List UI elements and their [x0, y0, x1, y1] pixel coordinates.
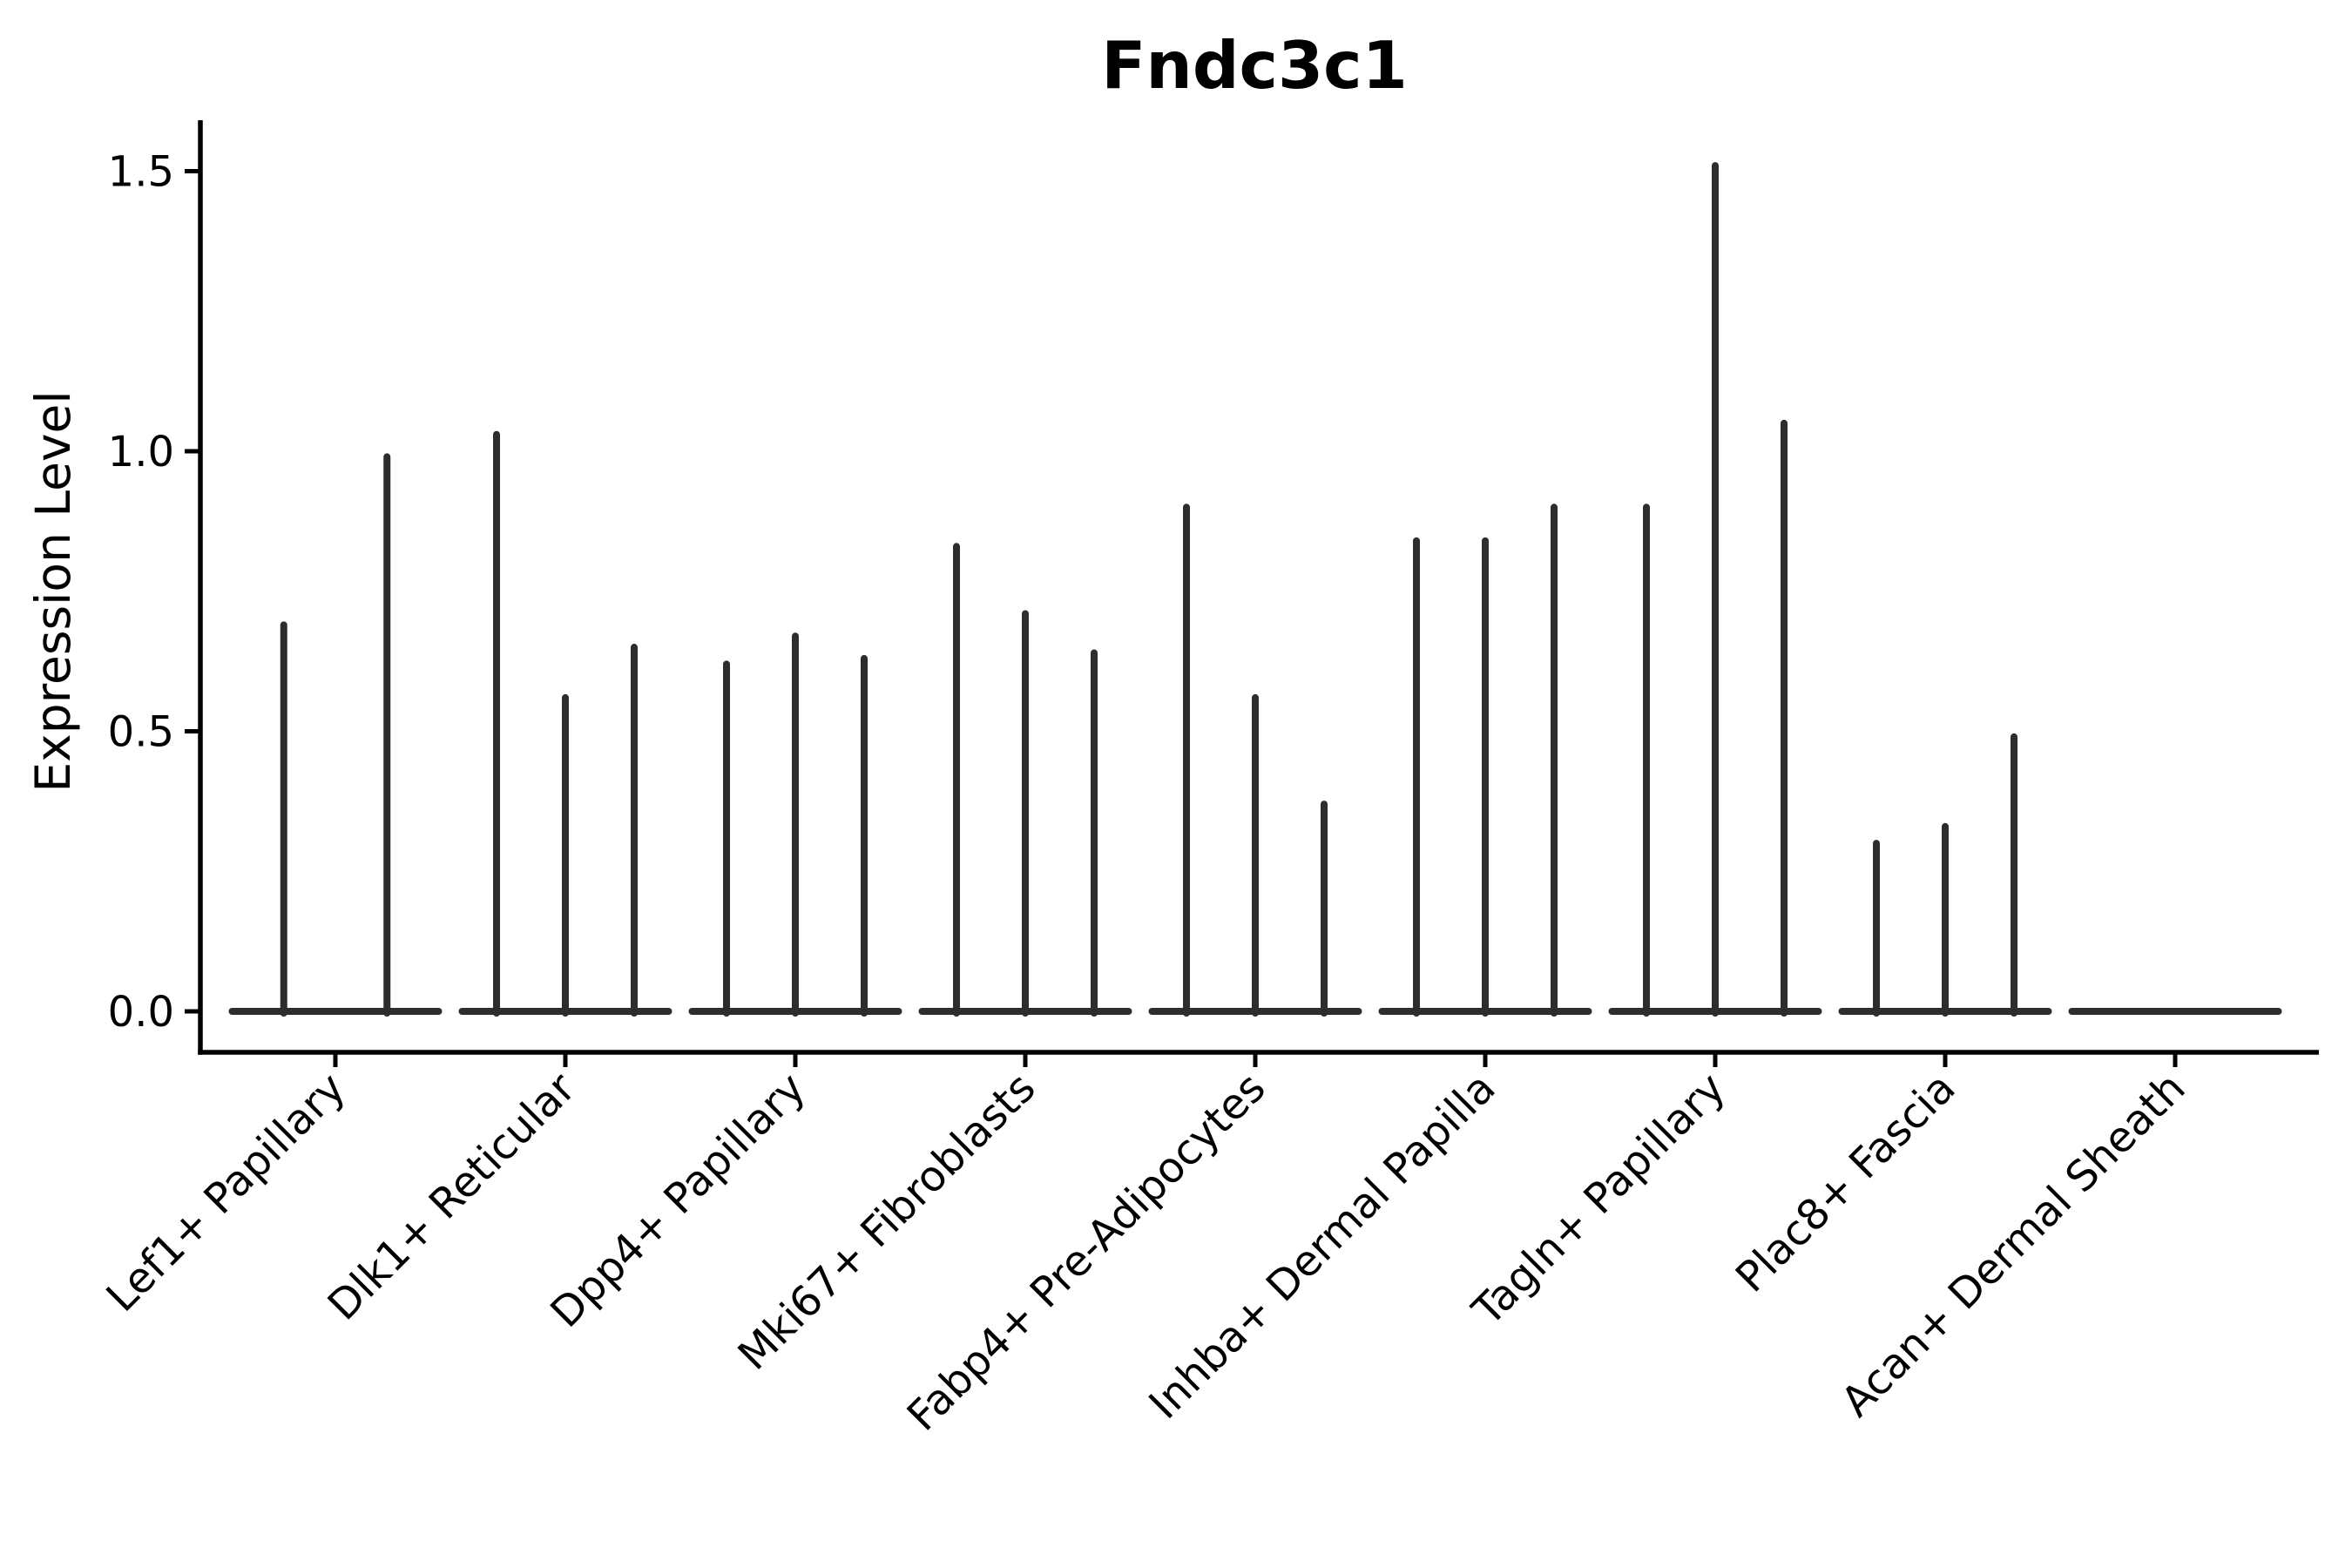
x-tick-label: Plac8+ Fascia [1727, 1064, 1965, 1302]
x-tick-label: Dpp4+ Papillary [541, 1064, 814, 1337]
x-tick-label: Dlk1+ Reticular [319, 1064, 585, 1330]
chart-title: Fndc3c1 [1101, 27, 1408, 104]
y-tick-label: 0.5 [108, 708, 174, 757]
x-tick-label: Lef1+ Papillary [98, 1064, 355, 1321]
y-tick-label: 1.5 [108, 148, 174, 197]
violin-series-layer [228, 162, 2282, 1017]
x-tick-label: Tagln+ Papillary [1463, 1064, 1734, 1335]
y-tick-label: 1.0 [108, 428, 174, 476]
axes-layer [185, 120, 2319, 1067]
y-axis-label: Expression Level [25, 390, 81, 792]
y-tick-label: 0.0 [108, 988, 174, 1037]
